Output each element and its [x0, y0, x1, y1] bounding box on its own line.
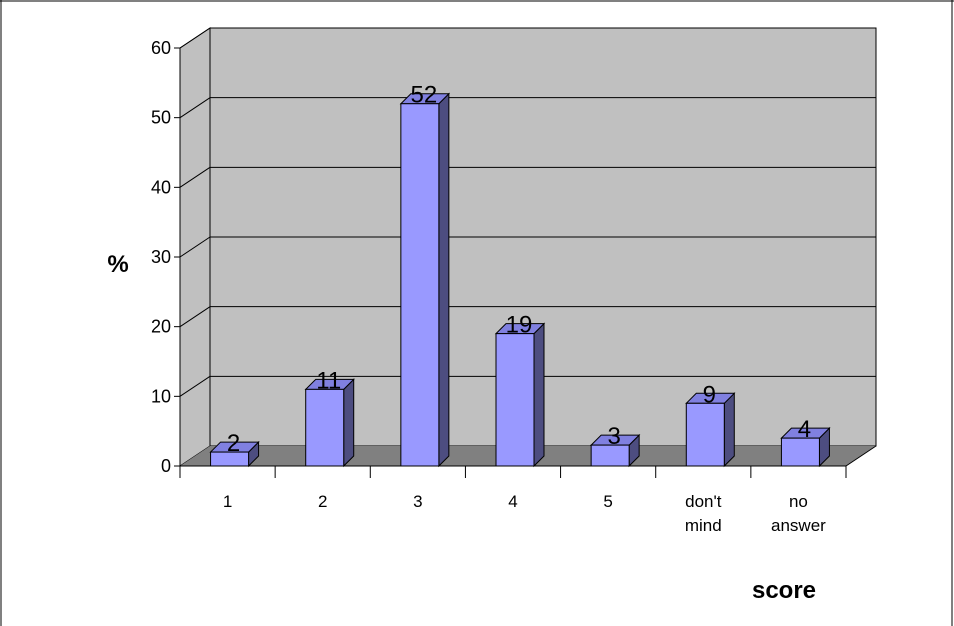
bar-front — [590, 444, 630, 467]
bar — [304, 378, 355, 468]
data-label: 52 — [411, 82, 438, 109]
floor-edge — [845, 445, 877, 467]
data-labels: 2 11 52 19 3 9 4 — [227, 82, 811, 457]
y-tick-label: 10 — [151, 386, 171, 406]
bar-front — [685, 402, 725, 467]
bar-side — [343, 378, 355, 468]
x-tick-label: 4 — [508, 492, 517, 511]
bar-side — [438, 92, 450, 468]
bar — [685, 392, 736, 468]
gridlines — [179, 27, 876, 397]
bar-side — [723, 392, 735, 468]
gridline-side — [179, 375, 211, 397]
x-tick-label: 3 — [413, 492, 422, 511]
data-label: 4 — [798, 416, 811, 443]
y-tick-label: 50 — [151, 108, 171, 128]
bar-front — [305, 388, 345, 467]
data-label: 9 — [703, 381, 716, 408]
x-axis-title: score — [752, 577, 816, 604]
y-axis-title: % — [107, 251, 128, 278]
x-tick-labels: 1 2 3 4 5 don't mind no answer — [223, 492, 826, 535]
y-tick-label: 20 — [151, 317, 171, 337]
bar — [399, 92, 451, 468]
bar-front — [495, 333, 535, 467]
gridline-side — [179, 236, 211, 258]
bar-front — [210, 451, 250, 467]
data-label: 19 — [506, 312, 533, 339]
bar — [589, 433, 641, 468]
y-tick-labels: 0 10 20 30 40 50 60 — [151, 38, 171, 476]
bar-side — [533, 322, 545, 468]
gridline-side — [179, 27, 211, 49]
data-label: 2 — [227, 430, 240, 457]
x-tick-label: 5 — [603, 492, 612, 511]
bars — [209, 92, 831, 468]
gridline-side — [179, 166, 211, 188]
gridline-side — [179, 306, 211, 328]
data-label: 3 — [607, 423, 620, 450]
y-tick-label: 0 — [161, 456, 171, 476]
y-tick-label: 60 — [151, 38, 171, 58]
y-tick-label: 40 — [151, 177, 171, 197]
x-tick-label: 1 — [223, 492, 232, 511]
x-tick-label: no answer — [771, 492, 826, 535]
x-tick-label: 2 — [318, 492, 327, 511]
bar-front — [780, 437, 820, 467]
bar — [209, 440, 260, 468]
bar — [780, 426, 831, 468]
y-tick-label: 30 — [151, 247, 171, 267]
data-label: 11 — [316, 367, 341, 394]
bar — [494, 322, 546, 468]
x-tick-label: don't mind — [685, 492, 722, 535]
gridline-side — [179, 97, 211, 119]
bar-front — [400, 103, 440, 467]
